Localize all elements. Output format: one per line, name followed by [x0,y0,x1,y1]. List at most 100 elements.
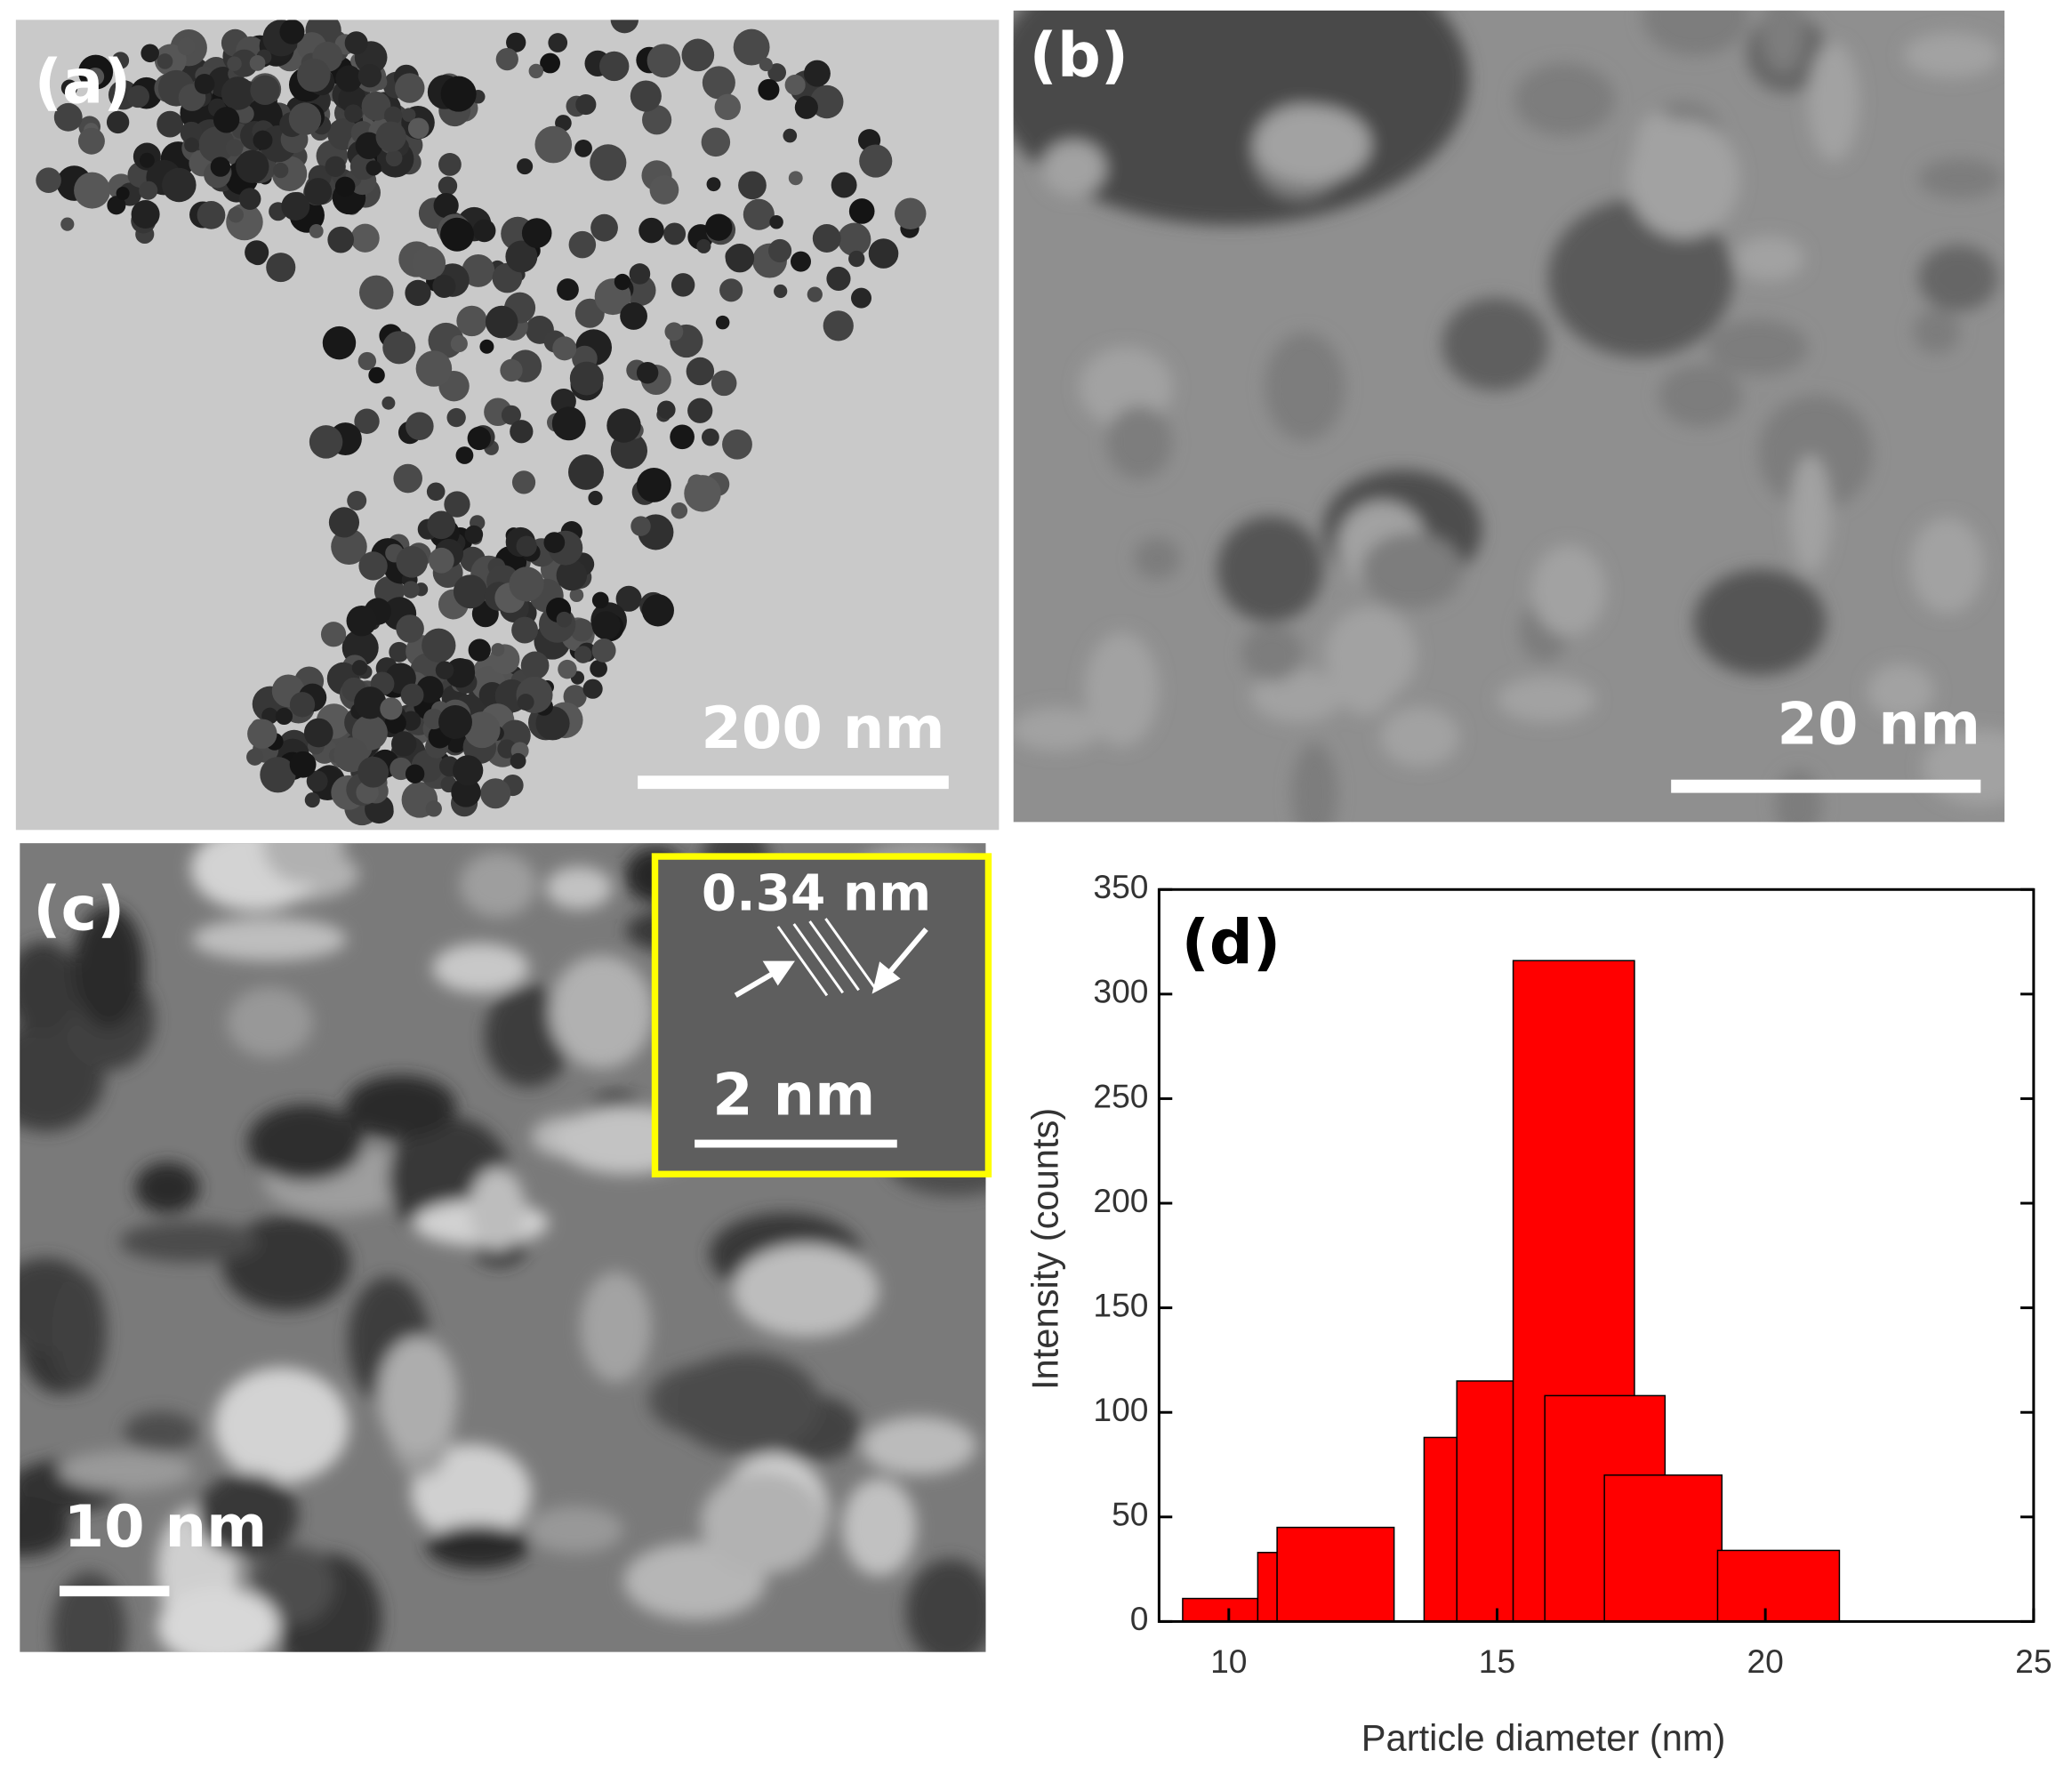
y-axis-label: Intensity (counts) [1024,1108,1065,1390]
particle [393,463,422,494]
particle [570,618,594,642]
particle [636,467,671,502]
particle [812,224,841,253]
particle [344,31,368,55]
texture [1734,236,1804,281]
particle [450,334,468,353]
particle [406,412,434,440]
particle [733,28,770,66]
particle [327,226,355,253]
particle [380,697,403,720]
particle [642,105,672,135]
particle [582,679,603,699]
texture [1910,517,1984,614]
texture [1041,141,1106,197]
bar [1423,1436,1458,1623]
x-tick-label: 20 [1747,1642,1783,1680]
particle [468,639,491,662]
particle [671,502,688,519]
texture [905,1559,986,1652]
particle [385,149,403,167]
particle [511,616,539,644]
particle [194,74,215,94]
particle [848,250,865,268]
panel-b: (b) 20 nm [1013,10,2005,823]
texture [197,1473,299,1557]
particle [455,446,474,464]
particle [758,78,780,100]
particle [462,254,495,287]
particle [743,198,775,230]
y-tick-label: 250 [1093,1077,1148,1114]
texture [1497,676,1596,722]
texture [20,1496,71,1556]
particle [517,694,534,711]
particle [453,755,484,786]
texture [52,1272,107,1391]
texture [526,1506,623,1554]
scale-text: 20 nm [1777,691,1980,759]
inset-scale-bar [695,1139,897,1148]
texture [157,1586,279,1652]
particle [480,778,511,809]
particle [162,167,197,203]
particle [767,238,792,263]
particle [624,274,656,306]
particle [358,551,388,581]
particle [591,611,621,640]
particle [774,284,788,299]
particle [711,370,737,397]
scale-bar [1671,779,1981,793]
particle [715,315,730,330]
particle [510,752,526,769]
particle [427,510,456,540]
particle [131,199,160,229]
particle [510,420,534,444]
particle [157,110,184,138]
particle [358,275,394,310]
particle [686,357,715,386]
particle [390,731,417,757]
particle [540,52,560,74]
bar [1716,1549,1841,1623]
particle [1013,10,1469,225]
particle [511,470,536,494]
particle [396,546,428,578]
particle [198,126,236,163]
particle [574,646,592,663]
texture [1808,42,1859,162]
particle [705,213,733,241]
arrows [734,927,928,998]
particle [303,718,333,748]
particle [485,305,518,339]
particle [556,559,588,591]
texture [345,1075,457,1139]
particle [245,240,269,265]
particle [400,683,424,707]
texture [1254,105,1371,183]
particles [36,20,927,826]
texture [1291,743,1338,823]
particle [74,172,111,209]
particle [289,692,316,718]
particle [505,240,538,273]
particle [701,127,731,157]
particle [1693,569,1827,676]
particles [1013,10,2005,823]
particle [438,176,458,196]
texture [135,1161,200,1214]
particle [440,76,477,112]
texture [1106,406,1173,479]
texture [1918,158,2004,199]
particle [429,547,454,574]
particle [275,707,293,726]
particle [361,91,391,121]
texture [247,1104,364,1182]
particle [354,687,387,719]
particle [351,660,368,676]
particle [558,659,577,679]
particle [868,238,899,269]
particle [415,350,453,387]
particle [696,238,711,253]
particle [357,351,377,371]
